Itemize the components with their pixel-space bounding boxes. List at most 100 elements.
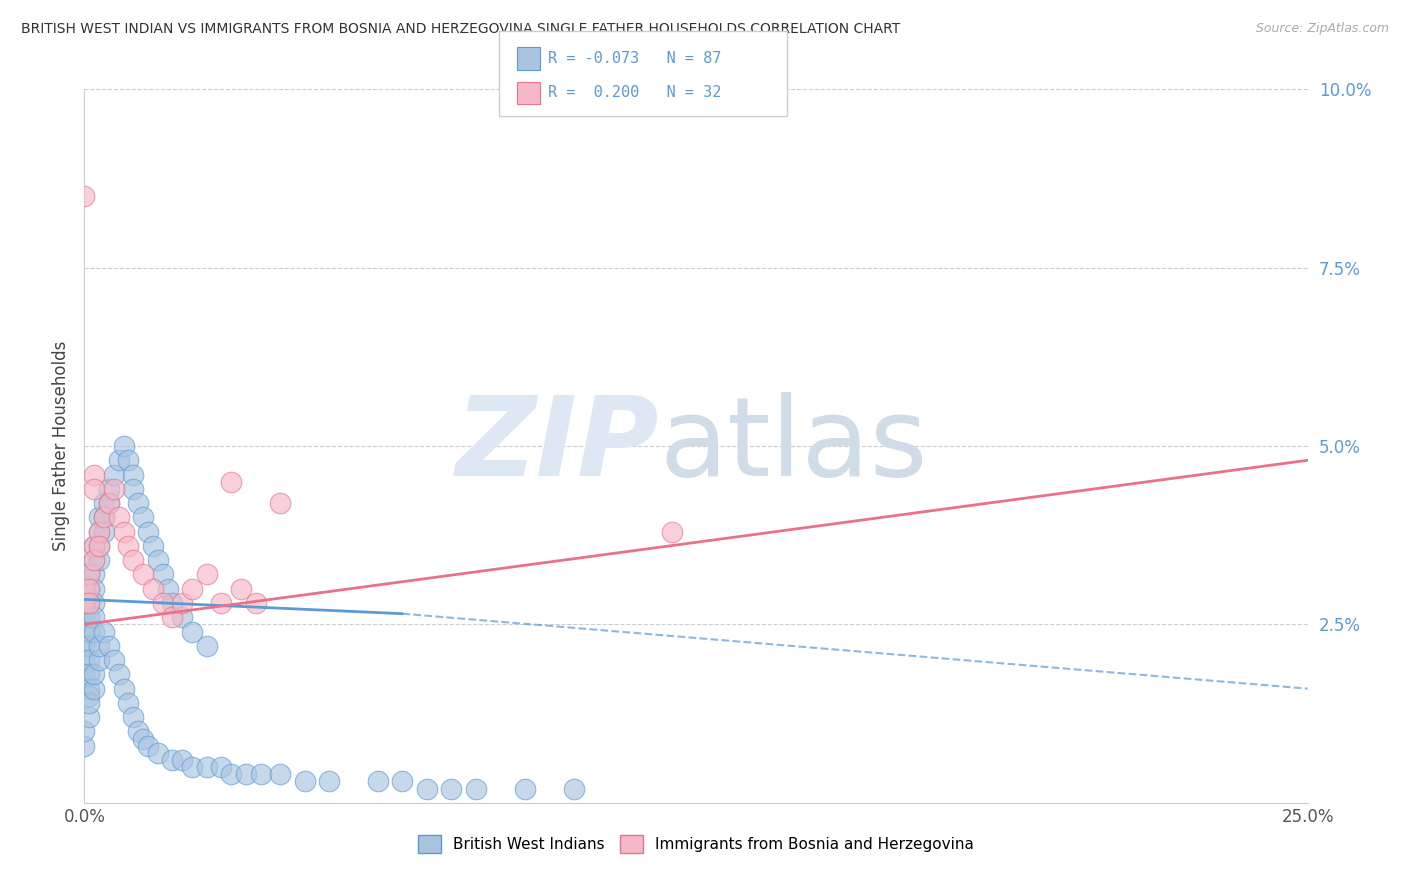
Point xyxy=(87,539,110,553)
Point xyxy=(77,653,100,667)
Point xyxy=(152,596,174,610)
Point xyxy=(152,567,174,582)
Point xyxy=(87,524,110,539)
Point xyxy=(107,510,129,524)
Point xyxy=(77,689,100,703)
Point xyxy=(83,681,105,696)
Point xyxy=(117,453,139,467)
Point xyxy=(87,639,110,653)
Point xyxy=(181,582,204,596)
Point xyxy=(83,539,105,553)
Point xyxy=(117,539,139,553)
Point xyxy=(367,774,389,789)
Point xyxy=(93,510,115,524)
Point xyxy=(195,639,218,653)
Text: R =  0.200   N = 32: R = 0.200 N = 32 xyxy=(548,85,721,100)
Point xyxy=(122,467,145,482)
Point xyxy=(162,753,184,767)
Point xyxy=(83,567,105,582)
Point xyxy=(107,667,129,681)
Point xyxy=(83,582,105,596)
Point xyxy=(294,774,316,789)
Text: BRITISH WEST INDIAN VS IMMIGRANTS FROM BOSNIA AND HERZEGOVINA SINGLE FATHER HOUS: BRITISH WEST INDIAN VS IMMIGRANTS FROM B… xyxy=(21,22,900,37)
Point xyxy=(83,610,105,624)
Point xyxy=(77,610,100,624)
Point xyxy=(103,482,125,496)
Point xyxy=(77,681,100,696)
Point xyxy=(127,724,149,739)
Point xyxy=(83,539,105,553)
Point xyxy=(156,582,179,596)
Point xyxy=(195,567,218,582)
Point xyxy=(464,781,486,796)
Y-axis label: Single Father Households: Single Father Households xyxy=(52,341,70,551)
Point xyxy=(77,639,100,653)
Point xyxy=(77,582,100,596)
Point xyxy=(416,781,439,796)
Point xyxy=(195,760,218,774)
Point xyxy=(103,653,125,667)
Point xyxy=(87,553,110,567)
Point xyxy=(77,567,100,582)
Point xyxy=(440,781,463,796)
Point xyxy=(235,767,257,781)
Point xyxy=(73,582,96,596)
Point xyxy=(73,610,96,624)
Point xyxy=(87,653,110,667)
Point xyxy=(112,681,135,696)
Point xyxy=(661,524,683,539)
Point xyxy=(97,496,120,510)
Point xyxy=(172,596,194,610)
Point xyxy=(172,610,194,624)
Point xyxy=(162,596,184,610)
Point xyxy=(83,624,105,639)
Point xyxy=(73,582,96,596)
Text: ZIP: ZIP xyxy=(456,392,659,500)
Point xyxy=(122,710,145,724)
Point xyxy=(77,710,100,724)
Point xyxy=(87,510,110,524)
Point xyxy=(132,731,155,746)
Point xyxy=(73,667,96,681)
Point xyxy=(73,596,96,610)
Point xyxy=(73,739,96,753)
Point xyxy=(87,539,110,553)
Point xyxy=(112,524,135,539)
Point xyxy=(209,760,232,774)
Point xyxy=(112,439,135,453)
Point xyxy=(97,639,120,653)
Point xyxy=(77,567,100,582)
Point xyxy=(103,467,125,482)
Point xyxy=(245,596,267,610)
Point xyxy=(93,510,115,524)
Point xyxy=(93,624,115,639)
Legend: British West Indians, Immigrants from Bosnia and Herzegovina: British West Indians, Immigrants from Bo… xyxy=(412,829,980,859)
Point xyxy=(122,482,145,496)
Point xyxy=(73,189,96,203)
Point xyxy=(83,553,105,567)
Point xyxy=(97,496,120,510)
Point xyxy=(318,774,340,789)
Point xyxy=(142,582,165,596)
Point xyxy=(77,596,100,610)
Point xyxy=(146,746,169,760)
Point xyxy=(77,696,100,710)
Text: atlas: atlas xyxy=(659,392,928,500)
Point xyxy=(219,767,242,781)
Point xyxy=(172,753,194,767)
Point xyxy=(136,739,159,753)
Point xyxy=(122,553,145,567)
Point xyxy=(181,760,204,774)
Point xyxy=(73,596,96,610)
Point xyxy=(83,553,105,567)
Point xyxy=(562,781,585,796)
Point xyxy=(83,667,105,681)
Text: Source: ZipAtlas.com: Source: ZipAtlas.com xyxy=(1256,22,1389,36)
Point xyxy=(77,667,100,681)
Point xyxy=(136,524,159,539)
Point xyxy=(97,482,120,496)
Point xyxy=(83,482,105,496)
Point xyxy=(73,724,96,739)
Point xyxy=(77,596,100,610)
Point xyxy=(181,624,204,639)
